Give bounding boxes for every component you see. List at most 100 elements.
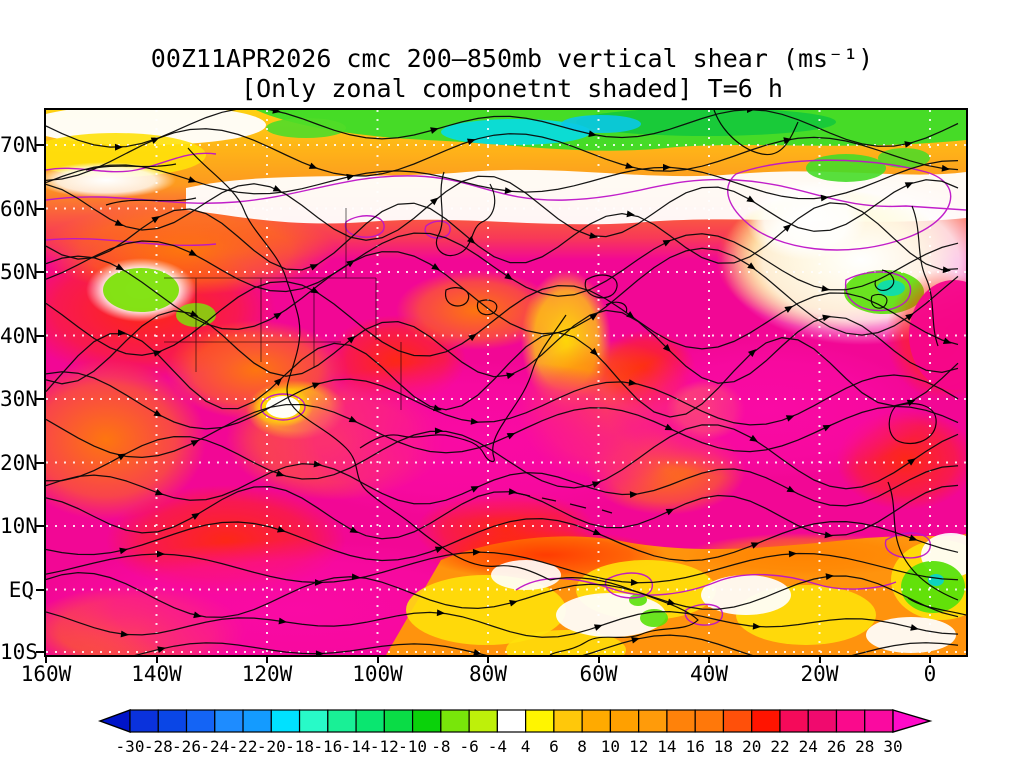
streamline-arrowhead-icon xyxy=(942,337,952,344)
colorbar-segment xyxy=(440,709,470,733)
colorbar-segment xyxy=(327,709,357,733)
lat-tick xyxy=(36,398,44,400)
streamline-arrowhead-icon xyxy=(431,263,440,271)
streamline-arrowhead-icon xyxy=(473,649,482,655)
lat-label-20n: 20N xyxy=(0,450,38,475)
lat-tick xyxy=(36,271,44,273)
streamline-arrowhead-icon xyxy=(272,110,281,114)
colorbar-above-arrow xyxy=(892,709,933,733)
streamline-arrowhead-icon xyxy=(629,491,638,498)
streamline-arrowhead-icon xyxy=(434,427,443,435)
streamline-arrowhead-icon xyxy=(115,263,125,271)
shading-layer xyxy=(46,110,966,655)
streamline-arrowhead-icon xyxy=(308,162,318,169)
colorbar-segment xyxy=(298,709,329,733)
streamline xyxy=(46,159,959,200)
colorbar-tick-label: -30 xyxy=(116,737,145,756)
colorbar-tick-label: -12 xyxy=(370,737,399,756)
lon-label-160w: 160W xyxy=(20,662,72,686)
colorbar-segment xyxy=(609,709,640,733)
streamline-arrowhead-icon xyxy=(310,286,320,294)
colorbar-segment xyxy=(185,709,216,733)
streamline-arrowhead-icon xyxy=(504,272,513,280)
streamline-arrowhead-icon xyxy=(785,415,795,422)
streamline-arrowhead-icon xyxy=(151,216,160,224)
colorbar: -30 -28 -26 -24 -22 -20 -18 -16 -14 -12 -10 -8 -6 -4 4… xyxy=(97,708,933,756)
streamline-arrowhead-icon xyxy=(347,335,356,344)
streamline-arrowhead-icon xyxy=(747,349,757,358)
lat-label-40n: 40N xyxy=(0,323,38,348)
colorbar-tick-label: 24 xyxy=(799,737,818,756)
colorbar-tick-label: 18 xyxy=(714,737,733,756)
lon-tick xyxy=(818,655,821,663)
colorbar-tick-label: 20 xyxy=(742,737,761,756)
colorbar-segment xyxy=(157,709,188,733)
streamline-arrowhead-icon xyxy=(906,399,916,407)
streamline xyxy=(46,331,959,418)
lat-label-60n: 60N xyxy=(0,196,38,221)
colorbar-tick-label: 10 xyxy=(601,737,620,756)
streamline-arrowhead-icon xyxy=(786,485,796,493)
streamline-arrowhead-icon xyxy=(750,542,760,549)
streamline-arrowhead-icon xyxy=(346,173,355,181)
colorbar-segment xyxy=(694,709,725,733)
streamline-arrowhead-icon xyxy=(153,409,163,417)
streamline xyxy=(46,128,959,182)
streamline-arrowhead-icon xyxy=(820,194,829,202)
streamline-arrowhead-icon xyxy=(783,137,792,144)
lon-label-100w: 100W xyxy=(352,662,403,686)
colorbar-segment xyxy=(722,709,753,733)
streamline-arrowhead-icon xyxy=(467,236,476,244)
lon-label-120w: 120W xyxy=(241,662,293,686)
colorbar-segment xyxy=(525,709,555,733)
streamline-arrowhead-icon xyxy=(188,249,198,256)
colorbar-tick-label: -16 xyxy=(313,737,342,756)
streamline-arrowhead-icon xyxy=(509,599,518,607)
streamline-arrowhead-icon xyxy=(157,646,166,653)
colorbar-tick-label: -24 xyxy=(200,737,229,756)
streamline-arrowhead-icon xyxy=(277,525,286,533)
colorbar-tick-label: -22 xyxy=(229,737,258,756)
lon-tick xyxy=(376,655,379,663)
lon-tick xyxy=(155,655,158,663)
streamline-arrowhead-icon xyxy=(193,611,202,619)
colorbar-tick-label: 14 xyxy=(657,737,676,756)
contour-lines xyxy=(46,152,966,626)
map-panel xyxy=(44,108,968,657)
streamline-arrowhead-icon xyxy=(821,285,830,292)
streamline-arrowhead-icon xyxy=(628,379,637,386)
streamline-arrowhead-icon xyxy=(589,232,598,239)
lon-tick xyxy=(45,655,47,663)
streamline-arrowhead-icon xyxy=(466,138,476,146)
streamline-arrowhead-icon xyxy=(631,636,640,644)
lat-label-30n: 30N xyxy=(0,387,38,411)
streamline-arrowhead-icon xyxy=(508,488,517,495)
streamline-arrowhead-icon xyxy=(588,130,597,138)
streamline-arrowhead-icon xyxy=(904,182,914,189)
shear-map xyxy=(46,110,966,655)
colorbar-tick-label: -4 xyxy=(488,737,507,756)
streamline-arrowhead-icon xyxy=(592,528,602,536)
streamline xyxy=(46,551,959,584)
streamline xyxy=(46,371,959,430)
lon-tick xyxy=(487,655,489,663)
colorbar-tick-label: 26 xyxy=(827,737,846,756)
colorbar-tick-label: -28 xyxy=(144,737,173,756)
streamline-arrowhead-icon xyxy=(150,137,160,144)
colorbar-segment xyxy=(411,709,442,733)
lat-label-10n: 10N xyxy=(0,514,38,538)
colorbar-segment xyxy=(553,709,583,733)
colorbar-segment xyxy=(242,709,272,733)
colorbar-segment xyxy=(383,709,414,733)
colorbar-tick-label: -10 xyxy=(398,737,427,756)
chart-subtitle: [Only zonal componetnt shaded] T=6 h xyxy=(241,74,783,103)
streamline-arrowhead-icon xyxy=(822,314,831,322)
streamline-arrowhead-icon xyxy=(349,526,359,533)
streamline-arrowhead-icon xyxy=(157,550,165,558)
streamline xyxy=(46,463,959,507)
lon-label-40w: 40W xyxy=(690,662,728,686)
streamline-arrowhead-icon xyxy=(309,264,319,271)
colorbar-segment xyxy=(129,709,159,733)
streamline xyxy=(46,175,959,241)
colorbar-tick-label: -26 xyxy=(172,737,201,756)
